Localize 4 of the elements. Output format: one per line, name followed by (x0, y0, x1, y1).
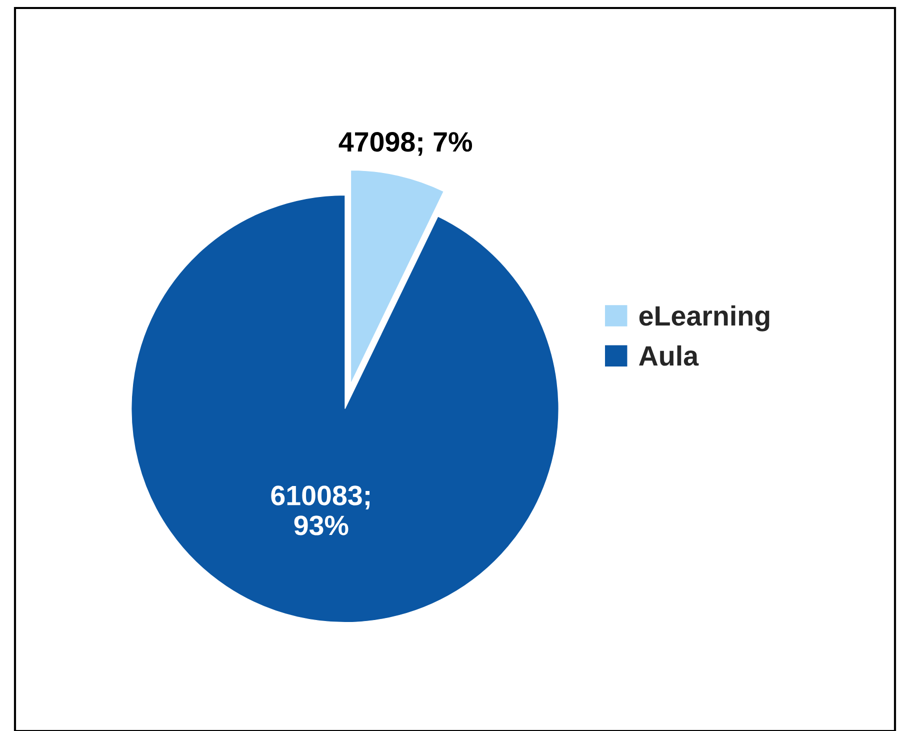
legend-label: Aula (639, 345, 699, 366)
legend-label: eLearning (639, 305, 770, 332)
data-label: 610083; 93% (271, 486, 370, 536)
data-label: 47098; 7% (338, 132, 472, 156)
